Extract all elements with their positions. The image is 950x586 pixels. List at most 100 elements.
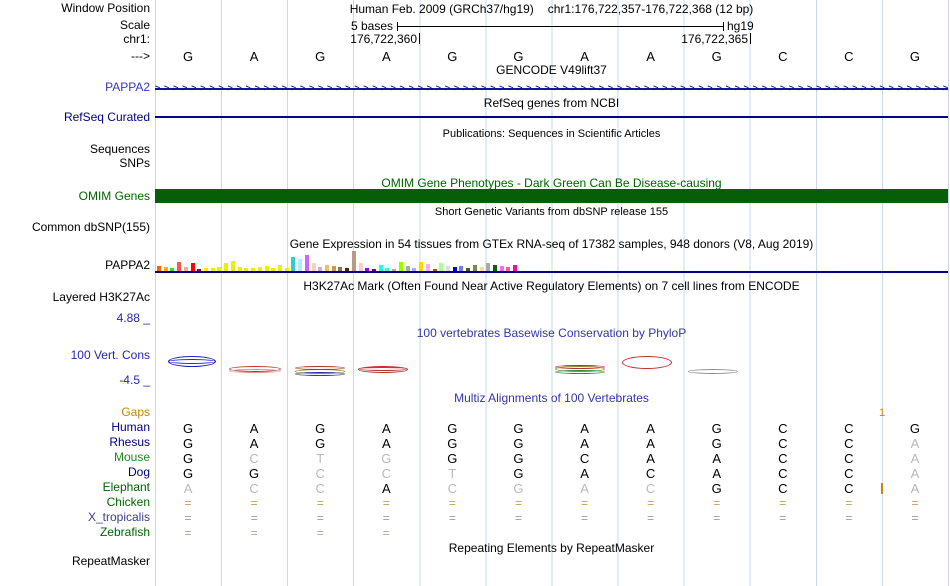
- gtex-expression-bar[interactable]: [257, 267, 262, 271]
- gtex-expression-bar[interactable]: [170, 268, 175, 271]
- gtex-expression-bar[interactable]: [338, 267, 343, 271]
- gtex-expression-bar[interactable]: [405, 266, 410, 271]
- track-display-area[interactable]: Human Feb. 2009 (GRCh37/hg19) chr1:176,72…: [155, 0, 950, 586]
- gtex-expression-bar[interactable]: [385, 268, 390, 271]
- gtex-expression-bar[interactable]: [190, 263, 195, 271]
- alignment-row-chicken[interactable]: = = = = = = = = = = = =: [155, 496, 948, 511]
- gtex-expression-bar[interactable]: [412, 268, 417, 271]
- track-label-gencode-pappa2[interactable]: PAPPA2: [105, 80, 150, 94]
- gtex-expression-bar[interactable]: [378, 265, 383, 271]
- track-label-repeatmasker[interactable]: RepeatMasker: [71, 554, 150, 568]
- track-label-common-dbsnp-155[interactable]: Common dbSNP(155): [31, 220, 150, 234]
- track-label-snps[interactable]: SNPs: [119, 156, 150, 170]
- gtex-expression-bar[interactable]: [445, 266, 450, 271]
- gtex-expression-bar[interactable]: [439, 263, 444, 271]
- conservation-peak[interactable]: [358, 367, 408, 371]
- conservation-peak[interactable]: [295, 366, 345, 370]
- gtex-expression-bar[interactable]: [284, 268, 289, 271]
- gtex-expression-bar[interactable]: [271, 268, 276, 271]
- gtex-expression-bar[interactable]: [459, 266, 464, 271]
- gencode-gene-line-pappa2[interactable]: [155, 88, 948, 90]
- gtex-expression-bar[interactable]: [204, 268, 209, 271]
- track-label-omim-genes[interactable]: OMIM Genes: [78, 189, 150, 203]
- gtex-expression-bar[interactable]: [398, 262, 403, 271]
- conservation-peak[interactable]: [555, 365, 605, 369]
- aligned-base: =: [713, 511, 721, 525]
- gtex-expression-bar[interactable]: [244, 268, 249, 271]
- gtex-expression-bar[interactable]: [304, 255, 309, 271]
- reference-base: C: [844, 49, 854, 64]
- gtex-expression-bar[interactable]: [425, 264, 430, 271]
- gtex-expression-bar[interactable]: [237, 267, 242, 271]
- conservation-peak[interactable]: [688, 368, 738, 374]
- gtex-expression-bar[interactable]: [486, 263, 491, 271]
- track-label-gaps[interactable]: Gaps: [121, 405, 150, 419]
- gtex-expression-bar[interactable]: [291, 257, 296, 271]
- gtex-expression-bar[interactable]: [197, 269, 202, 271]
- gtex-expression-bar[interactable]: [264, 266, 269, 271]
- track-label-x-tropicalis[interactable]: X_tropicalis: [87, 510, 150, 524]
- omim-gene-bar[interactable]: [155, 189, 948, 203]
- gtex-expression-bar[interactable]: [506, 267, 511, 271]
- track-label-layered-h3k27ac[interactable]: Layered H3K27Ac: [52, 290, 150, 304]
- gtex-expression-bar[interactable]: [318, 267, 323, 271]
- gtex-expression-bar[interactable]: [472, 265, 477, 271]
- track-label-sequences[interactable]: Sequences: [89, 142, 150, 156]
- gtex-expression-bar[interactable]: [230, 261, 235, 271]
- track-label-gtex-pappa2[interactable]: PAPPA2: [105, 258, 150, 272]
- track-label-dog[interactable]: Dog: [127, 465, 150, 479]
- gtex-expression-bar[interactable]: [311, 263, 316, 271]
- track-label-chicken[interactable]: Chicken: [106, 495, 150, 509]
- gtex-expression-bar[interactable]: [157, 266, 161, 271]
- gtex-expression-bar[interactable]: [298, 259, 303, 271]
- gtex-expression-bar[interactable]: [365, 268, 370, 271]
- gtex-expression-bar[interactable]: [358, 263, 363, 271]
- gtex-expression-bar[interactable]: [325, 265, 329, 271]
- gtex-expression-bar[interactable]: [372, 269, 377, 271]
- track-label-elephant[interactable]: Elephant: [102, 480, 150, 494]
- aligned-base: C: [381, 466, 391, 481]
- gtex-expression-bar[interactable]: [452, 267, 457, 271]
- track-label-refseq-curated[interactable]: RefSeq Curated: [63, 110, 150, 124]
- conservation-peak[interactable]: [295, 372, 345, 376]
- gtex-expression-bar[interactable]: [392, 269, 397, 271]
- alignment-row-gaps[interactable]: 1: [155, 406, 948, 421]
- alignment-row-zebrafish[interactable]: = = = =: [155, 526, 948, 541]
- gtex-expression-bar[interactable]: [224, 263, 229, 271]
- alignment-row-x-tropicalis[interactable]: = = = = = = = = = = = =: [155, 511, 948, 526]
- gtex-expression-bar[interactable]: [479, 267, 484, 271]
- gtex-expression-bar[interactable]: [493, 265, 497, 271]
- refseq-curated-gene-line[interactable]: [155, 116, 948, 118]
- track-label-human[interactable]: Human: [111, 420, 150, 434]
- track-label-mouse[interactable]: Mouse: [113, 450, 150, 464]
- gtex-expression-bar[interactable]: [345, 268, 350, 271]
- conservation-peak[interactable]: [555, 370, 605, 374]
- gtex-expression-bar[interactable]: [277, 265, 282, 271]
- gtex-expression-bar[interactable]: [210, 268, 215, 271]
- gtex-expression-bar[interactable]: [163, 267, 168, 271]
- conservation-peak[interactable]: [622, 355, 672, 369]
- conservation-peak[interactable]: [168, 358, 216, 364]
- gtex-expression-bar[interactable]: [183, 267, 188, 271]
- gtex-expression-bar[interactable]: [499, 266, 504, 271]
- gtex-expression-bar[interactable]: [419, 262, 424, 271]
- gtex-expression-bar[interactable]: [331, 266, 336, 271]
- gtex-expression-bar[interactable]: [217, 267, 222, 271]
- gtex-expression-bar[interactable]: [513, 265, 518, 271]
- conservation-peak[interactable]: [229, 369, 281, 373]
- gtex-expression-bar[interactable]: [351, 251, 356, 271]
- gtex-expression-bar[interactable]: [177, 262, 182, 271]
- track-label-rhesus[interactable]: Rhesus: [109, 435, 150, 449]
- gtex-expression-bar[interactable]: [432, 269, 437, 271]
- aligned-base: G: [711, 481, 722, 496]
- gtex-expression-bar[interactable]: [251, 268, 256, 271]
- track-label-vert-cons[interactable]: 100 Vert. Cons: [70, 348, 150, 362]
- gtex-expression-bar[interactable]: [466, 268, 471, 271]
- track-label-zebrafish[interactable]: Zebrafish: [99, 525, 150, 539]
